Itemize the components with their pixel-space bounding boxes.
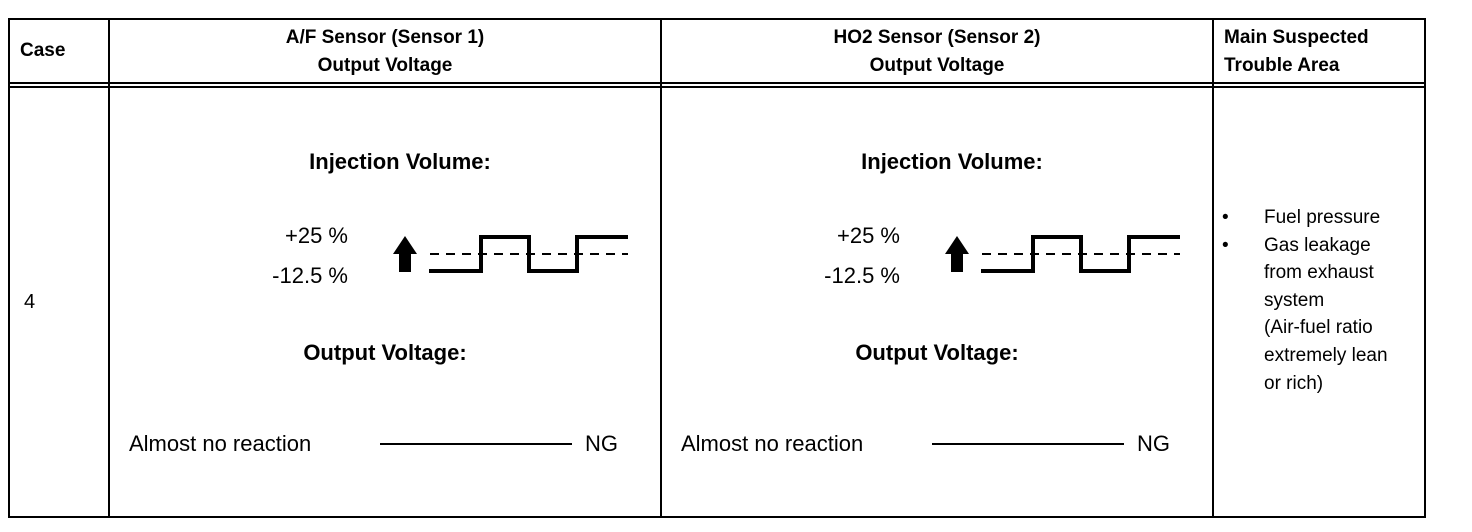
trouble-area-list: • Fuel pressure • Gas leakage from exhau… (1222, 204, 1422, 397)
trouble-area-line: (Air-fuel ratio (1264, 317, 1373, 339)
header-af-sensor: A/F Sensor (Sensor 1) Output Voltage (110, 24, 660, 80)
trouble-area-line: Fuel pressure (1264, 207, 1381, 228)
header-divider-upper (8, 82, 1426, 84)
ho2-result-ng: NG (1137, 431, 1170, 456)
trouble-area-line: system (1264, 289, 1325, 311)
column-divider-af (660, 18, 662, 518)
column-divider-case (108, 18, 110, 518)
af-minus-label: -12.5 % (272, 263, 348, 288)
ho2-minus-label: -12.5 % (824, 263, 900, 288)
header-ho2-line2: Output Voltage (869, 55, 1005, 76)
ho2-injection-title: Injection Volume: (861, 149, 1043, 174)
header-divider-lower (8, 86, 1426, 88)
table-top-border (8, 18, 1426, 20)
case-number: 4 (24, 291, 36, 313)
af-square-wave (429, 235, 628, 273)
trouble-area-item: • Gas leakage from exhaust system (Air-f… (1222, 232, 1422, 398)
table-left-border (8, 18, 10, 518)
header-af-line2: Output Voltage (317, 55, 453, 76)
af-reaction-text: Almost no reaction (129, 431, 312, 456)
ho2-square-wave (981, 235, 1180, 273)
ho2-plus-label: +25 % (837, 223, 900, 248)
column-divider-ho2 (1212, 18, 1214, 518)
bullet-icon: • (1222, 207, 1229, 228)
ho2-injection-waveform (945, 235, 1180, 273)
ho2-output-title: Output Voltage: (855, 340, 1019, 365)
header-case: Case (20, 40, 66, 61)
header-trouble-area: Main Suspected Trouble Area (1224, 24, 1369, 80)
table-bottom-border (8, 516, 1426, 518)
table-right-border (1424, 18, 1426, 518)
af-result-ng: NG (585, 431, 618, 456)
trouble-area-line: extremely lean (1264, 344, 1388, 366)
af-plus-label: +25 % (285, 223, 348, 248)
header-af-line1: A/F Sensor (Sensor 1) (285, 27, 485, 48)
af-injection-waveform (393, 235, 628, 273)
bullet-icon: • (1222, 234, 1229, 256)
af-output-flat-line (380, 443, 572, 445)
trouble-area-line: Gas leakage (1264, 234, 1371, 256)
ho2-output-flat-line (932, 443, 1124, 445)
header-ho2-line1: HO2 Sensor (Sensor 2) (833, 27, 1041, 48)
trouble-area-item: • Fuel pressure (1222, 204, 1422, 232)
header-ho2-sensor: HO2 Sensor (Sensor 2) Output Voltage (662, 24, 1212, 80)
af-output-title: Output Voltage: (303, 340, 467, 365)
af-injection-title: Injection Volume: (309, 149, 491, 174)
ho2-reaction-text: Almost no reaction (681, 431, 864, 456)
trouble-area-line: from exhaust (1264, 262, 1374, 284)
af-up-arrow-icon (393, 236, 417, 272)
header-area-line2: Trouble Area (1224, 55, 1340, 76)
trouble-area-line: or rich) (1264, 372, 1324, 394)
ho2-up-arrow-icon (945, 236, 969, 272)
header-area-line1: Main Suspected (1224, 27, 1369, 48)
